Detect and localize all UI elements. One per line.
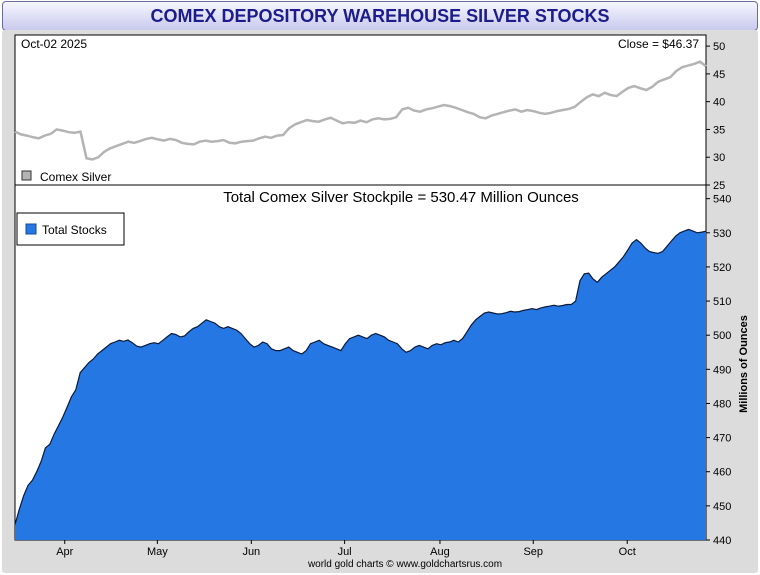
x-tick-label: May bbox=[147, 546, 168, 558]
stock-area bbox=[15, 229, 706, 540]
x-tick-label: Oct bbox=[619, 546, 636, 558]
total-stocks-legend-swatch bbox=[25, 223, 37, 235]
date-label: Oct-02 2025 bbox=[21, 37, 87, 51]
stock-tick-label: 530 bbox=[713, 228, 731, 240]
stock-tick-label: 450 bbox=[713, 501, 731, 513]
x-tick-label: Jun bbox=[242, 546, 260, 558]
stock-tick-label: 480 bbox=[713, 398, 731, 410]
x-tick-label: Sep bbox=[523, 546, 543, 558]
chart-title: COMEX DEPOSITORY WAREHOUSE SILVER STOCKS bbox=[2, 1, 758, 31]
stock-tick-label: 470 bbox=[713, 433, 731, 445]
x-tick-label: Aug bbox=[430, 546, 450, 558]
stock-y-axis: 440 450 460 470 480 490 500 510 520 530 540 bbox=[706, 194, 731, 547]
y-axis-label: Millions of Ounces bbox=[738, 315, 750, 413]
footer-credit: world gold charts © www.goldchartsrus.co… bbox=[307, 559, 502, 570]
stock-tick-label: 440 bbox=[713, 535, 731, 547]
comex-silver-legend-label: Comex Silver bbox=[40, 170, 111, 184]
comex-silver-legend-swatch bbox=[21, 170, 32, 181]
stock-tick-label: 520 bbox=[713, 262, 731, 274]
price-tick-label: 50 bbox=[713, 41, 725, 53]
price-tick-label: 45 bbox=[713, 69, 725, 81]
price-tick-label: 40 bbox=[713, 97, 725, 109]
price-y-axis: 25 30 35 40 45 50 bbox=[706, 41, 725, 192]
stock-tick-label: 490 bbox=[713, 364, 731, 376]
close-label: Close = $46.37 bbox=[618, 37, 699, 51]
price-line bbox=[14, 60, 707, 161]
total-stocks-legend-label: Total Stocks bbox=[42, 223, 107, 237]
x-tick-label: Jul bbox=[338, 546, 352, 558]
price-tick-label: 25 bbox=[713, 180, 725, 192]
stock-tick-label: 510 bbox=[713, 296, 731, 308]
x-axis: Apr May Jun Jul Aug Sep Oct bbox=[56, 540, 636, 558]
stock-tick-label: 540 bbox=[713, 194, 731, 206]
stock-tick-label: 460 bbox=[713, 467, 731, 479]
price-tick-label: 35 bbox=[713, 124, 725, 136]
stock-outline bbox=[14, 228, 707, 525]
stockpile-title: Total Comex Silver Stockpile = 530.47 Mi… bbox=[223, 189, 579, 206]
x-tick-label: Apr bbox=[56, 546, 73, 558]
stock-tick-label: 500 bbox=[713, 330, 731, 342]
price-plot-area bbox=[14, 34, 707, 186]
price-tick-label: 30 bbox=[713, 152, 725, 164]
